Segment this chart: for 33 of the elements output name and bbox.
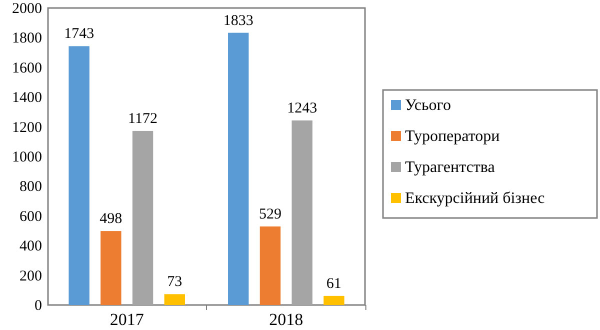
bar [324, 296, 344, 305]
y-tick-label: 1400 [12, 90, 42, 106]
y-tick-label: 2000 [12, 1, 42, 17]
legend-label: Усього [405, 97, 451, 114]
legend-label: Екскурсійний бізнес [405, 190, 545, 207]
y-tick-label: 1200 [12, 120, 42, 136]
bar [68, 46, 90, 305]
bar [100, 231, 122, 305]
y-tick-label: 600 [20, 208, 42, 225]
data-label: 529 [258, 206, 282, 222]
y-tick-label: 1800 [12, 30, 42, 47]
y-tick-label: 800 [20, 179, 42, 196]
data-label: 1833 [223, 12, 254, 29]
x-tick-label: 2017 [110, 310, 144, 329]
y-tick-label: 200 [20, 268, 42, 284]
y-tick-label: 400 [20, 238, 42, 255]
data-label: 1243 [287, 100, 318, 116]
data-label: 1743 [64, 26, 94, 42]
data-label: 498 [100, 211, 122, 228]
data-label: 61 [326, 276, 342, 292]
y-tick-label: 1600 [12, 60, 42, 76]
bar [228, 32, 249, 305]
data-label: 73 [167, 274, 182, 290]
data-label: 1172 [128, 110, 158, 127]
bar [132, 130, 154, 305]
legend-label: Туроператори [405, 128, 500, 145]
y-tick-label: 1000 [12, 150, 42, 166]
x-tick-label: 2018 [269, 310, 304, 329]
bar [292, 120, 312, 305]
legend-label: Турагентства [405, 159, 495, 176]
bar [164, 294, 185, 305]
bar [260, 226, 281, 305]
y-tick-label: 0 [34, 298, 42, 314]
